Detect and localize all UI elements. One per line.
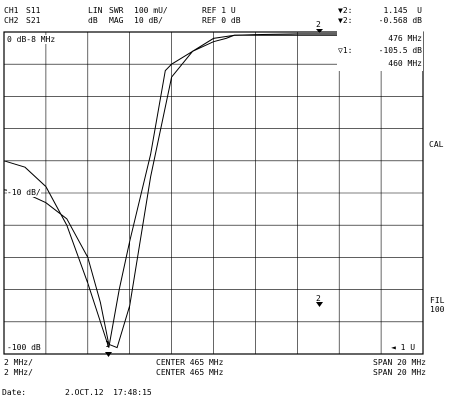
ch2-center-frequency: CENTER 465 MHz xyxy=(156,368,224,377)
ch1-scale: 100 mU/ xyxy=(134,6,168,15)
date-label: Date: xyxy=(2,388,27,397)
fil-softkey-label-1: FIL xyxy=(430,296,445,305)
date-value: 2.OCT.12 17:48:15 xyxy=(65,388,152,397)
ch2-param: S21 xyxy=(26,16,41,25)
ch1-span: SPAN 20 MHz xyxy=(373,358,426,367)
ch2-ref: REF 0 dB xyxy=(202,16,241,25)
marker2-ch1-label: ▼2: xyxy=(338,6,353,15)
plot-bottom-left-label: -100 dB xyxy=(7,343,41,352)
ch1-mode: SWR xyxy=(109,6,124,15)
marker2-ch2-value: -0.568 dB xyxy=(378,16,422,25)
marker-1-triangle xyxy=(105,352,112,357)
marker2-freq: 476 MHz xyxy=(388,34,422,43)
ch2-scale: 10 dB/ xyxy=(134,16,163,25)
fil-softkey-label-2: 100 xyxy=(430,305,445,314)
marker-1-tag: 1 xyxy=(105,340,110,349)
marker-2-tag-top: 2 xyxy=(316,20,321,29)
ch2-label: CH2 xyxy=(4,16,19,25)
ch2-span: SPAN 20 MHz xyxy=(373,368,426,377)
ch2-format: dB xyxy=(88,16,98,25)
marker-2-tag-bottom: 2 xyxy=(316,294,321,303)
ch1-param: S11 xyxy=(26,6,41,15)
plot-mid-left-label: -10 dB/ xyxy=(7,188,41,197)
marker1-freq: 460 MHz xyxy=(388,59,422,68)
ch1-format: LIN xyxy=(88,6,103,15)
plot-grid xyxy=(4,32,423,354)
ch2-span-per-div: 2 MHz/ xyxy=(4,368,33,377)
ch1-label: CH1 xyxy=(4,6,19,15)
marker1-value: -105.5 dB xyxy=(378,46,422,55)
marker2-ch1-value: 1.145 U xyxy=(383,6,422,15)
ch1-span-per-div: 2 MHz/ xyxy=(4,358,33,367)
marker-readout-background xyxy=(337,31,423,71)
ch2-mode: MAG xyxy=(109,16,124,25)
ch1-ref: REF 1 U xyxy=(202,6,236,15)
marker-2-top-triangle xyxy=(316,29,323,33)
marker1-label: ▽1: xyxy=(338,46,353,55)
marker2-ch2-label: ▼2: xyxy=(338,16,353,25)
marker-2-triangle xyxy=(316,302,323,307)
ch1-center-frequency: CENTER 465 MHz xyxy=(156,358,224,367)
plot-top-left-label: 0 dB-8 MHz xyxy=(7,35,56,44)
cal-softkey-label: CAL xyxy=(429,140,444,149)
reference-arrow-label: ◄ 1 U xyxy=(391,343,416,352)
